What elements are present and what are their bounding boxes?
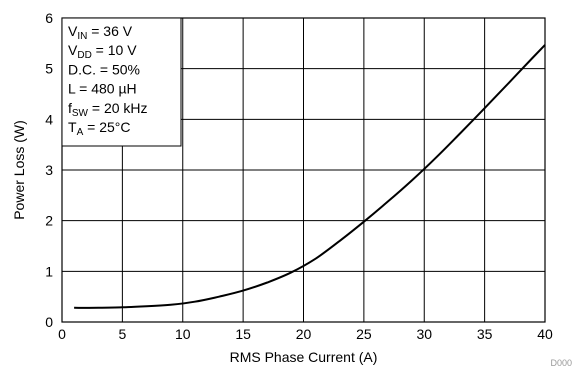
y-tick-label: 2 bbox=[45, 213, 53, 229]
y-tick-label: 4 bbox=[45, 111, 53, 127]
condition-subscript: DD bbox=[77, 50, 91, 61]
condition-symbol: f bbox=[68, 100, 72, 116]
conditions-box bbox=[61, 17, 182, 147]
condition-subscript: SW bbox=[72, 108, 89, 119]
y-tick-labels: 0 1 2 3 4 5 6 bbox=[45, 10, 53, 330]
x-tick-label: 15 bbox=[235, 326, 251, 342]
condition-line: VDD = 10 V bbox=[68, 42, 137, 61]
x-tick-label: 0 bbox=[58, 326, 66, 342]
condition-symbol: V bbox=[68, 23, 78, 39]
x-tick-label: 5 bbox=[118, 326, 126, 342]
x-tick-label: 25 bbox=[356, 326, 372, 342]
condition-value: = 10 V bbox=[92, 42, 137, 58]
condition-line: D.C. = 50% bbox=[68, 61, 140, 77]
condition-symbol: D.C. = 50% bbox=[68, 61, 140, 77]
condition-value: = 36 V bbox=[87, 23, 132, 39]
x-axis-label: RMS Phase Current (A) bbox=[230, 349, 378, 365]
condition-value: = 20 kHz bbox=[88, 100, 148, 116]
x-tick-label: 30 bbox=[416, 326, 432, 342]
x-tick-label: 40 bbox=[537, 326, 553, 342]
y-tick-label: 5 bbox=[45, 61, 53, 77]
condition-symbol: V bbox=[68, 42, 78, 58]
y-tick-label: 3 bbox=[45, 162, 53, 178]
x-tick-label: 35 bbox=[477, 326, 493, 342]
condition-symbol: T bbox=[68, 119, 77, 135]
plot-frame bbox=[61, 17, 546, 323]
condition-value: = 25°C bbox=[83, 119, 130, 135]
condition-subscript: IN bbox=[77, 31, 87, 42]
y-axis-label: Power Loss (W) bbox=[11, 120, 27, 220]
condition-line: L = 480 µH bbox=[68, 81, 137, 97]
y-tick-label: 6 bbox=[45, 10, 53, 26]
condition-line: TA = 25°C bbox=[68, 119, 130, 138]
figure-id: D000 bbox=[550, 358, 572, 368]
y-tick-label: 0 bbox=[45, 314, 53, 330]
power-loss-curve bbox=[74, 44, 546, 309]
x-tick-labels: 0 5 10 15 20 25 30 35 40 bbox=[58, 326, 553, 342]
x-tick-label: 10 bbox=[175, 326, 191, 342]
x-tick-label: 20 bbox=[296, 326, 312, 342]
condition-line: VIN = 36 V bbox=[68, 23, 133, 42]
condition-symbol: L = 480 µH bbox=[68, 81, 137, 97]
y-tick-label: 1 bbox=[45, 263, 53, 279]
grid-lines bbox=[61, 17, 546, 323]
condition-line: fSW = 20 kHz bbox=[68, 100, 148, 119]
condition-subscript: A bbox=[77, 127, 84, 138]
